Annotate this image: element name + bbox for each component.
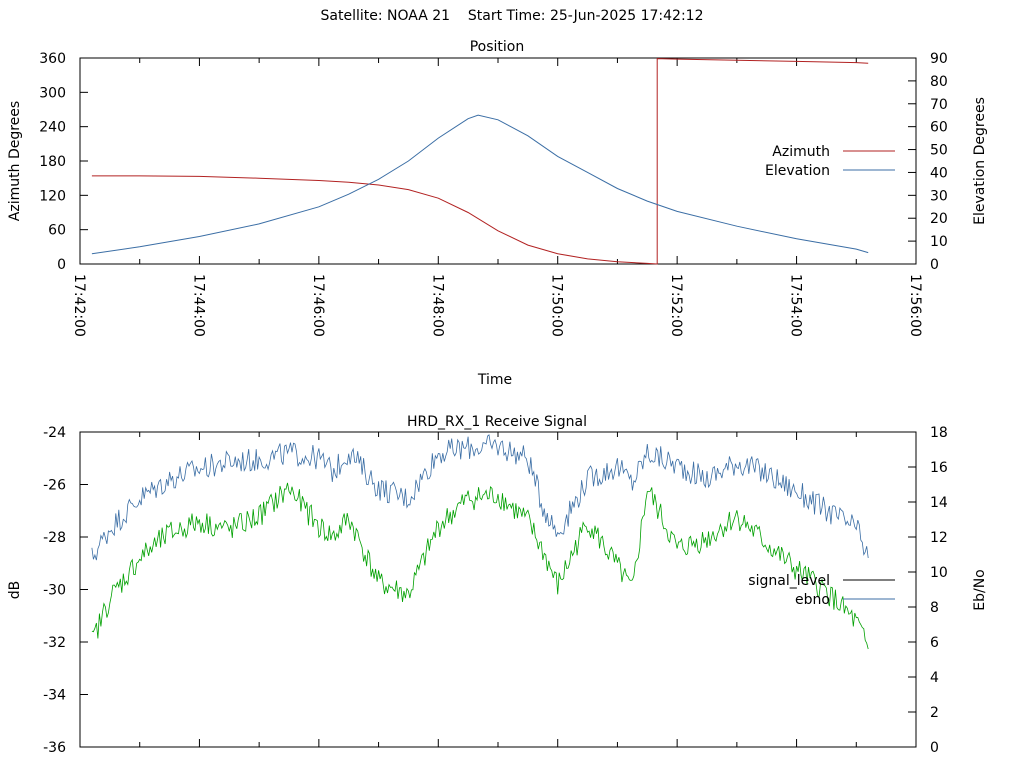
legend-azimuth-label: Azimuth (772, 144, 830, 160)
y-tick-label: -36 (43, 740, 66, 756)
main-title: Satellite: NOAA 21 Start Time: 25-Jun-20… (0, 8, 1024, 24)
y2-tick-label: 14 (930, 495, 948, 511)
legend-ebno-label: ebno (795, 592, 830, 608)
position-legend: Azimuth Elevation (765, 144, 895, 179)
x-tick-label: 17:42:00 (71, 274, 87, 337)
y2-tick-label: 8 (930, 600, 939, 616)
y2-tick-label: 12 (930, 530, 948, 546)
db-axis-label: dB (7, 581, 23, 600)
legend-elevation-label: Elevation (765, 163, 830, 179)
receive-signal-chart: HRD_RX_1 Receive Signal -36-34-32-30-28-… (7, 414, 988, 756)
y2-tick-label: 18 (930, 425, 948, 441)
y2-tick-label: 2 (930, 705, 939, 721)
y-tick-label: 180 (39, 154, 66, 170)
satellite-label: Satellite: NOAA 21 (320, 8, 451, 24)
y2-tick-label: 10 (930, 234, 948, 250)
time-axis-label: Time (477, 372, 512, 388)
y2-tick-label: 50 (930, 143, 948, 159)
x-tick-label: 17:56:00 (907, 274, 923, 337)
y-tick-label: 60 (48, 223, 66, 239)
y-tick-label: -26 (43, 478, 66, 494)
x-tick-label: 17:48:00 (429, 274, 445, 337)
y-tick-label: 240 (39, 120, 66, 136)
y2-tick-label: 60 (930, 120, 948, 136)
y2-tick-label: 40 (930, 165, 948, 181)
x-tick-label: 17:50:00 (549, 274, 565, 337)
position-chart: Position 17:42:00 17:44:00 17:46:00 17:48:0… (7, 39, 988, 388)
receive-plot-frame (79, 431, 917, 748)
y2-tick-label: 4 (930, 670, 939, 686)
y2-tick-label: 0 (930, 740, 939, 756)
azimuth-axis-label: Azimuth Degrees (7, 101, 23, 221)
elevation-axis-label: Elevation Degrees (972, 97, 988, 225)
series-line-elevation (91, 114, 869, 255)
y2-tick-label: 30 (930, 188, 948, 204)
y-tick-label: -24 (43, 425, 66, 441)
y-tick-label: 0 (57, 257, 66, 273)
x-tick-label: 17:54:00 (788, 274, 804, 337)
y2-tick-label: 10 (930, 565, 948, 581)
y2-tick-label: 16 (930, 460, 948, 476)
y-tick-label: -34 (43, 688, 66, 704)
position-chart-title: Position (470, 39, 525, 55)
y2-tick-label: 20 (930, 211, 948, 227)
y-tick-label: 120 (39, 188, 66, 204)
y2-tick-label: 70 (930, 97, 948, 113)
receive-legend: signal_level ebno (748, 573, 895, 608)
y2-tick-label: 80 (930, 74, 948, 90)
y-tick-label: 300 (39, 85, 66, 101)
series-line-azimuth (91, 58, 869, 265)
legend-signal-level-label: signal_level (748, 573, 830, 589)
position-ticks: 17:42:00 17:44:00 17:46:00 17:48:00 17:50:00… (39, 51, 948, 337)
y2-tick-label: 6 (930, 635, 939, 651)
x-tick-label: 17:46:00 (310, 274, 326, 337)
y2-tick-label: 90 (930, 51, 948, 67)
receive-ticks: -36 -34 -32 -30 -28 -26 -24 0 2 4 6 8 10 12 14 16 18 (43, 425, 948, 756)
position-plot-frame (79, 57, 917, 265)
x-tick-label: 17:44:00 (190, 274, 206, 337)
position-series-group (91, 58, 869, 265)
receive-series-group (91, 434, 869, 650)
x-tick-label: 17:52:00 (668, 274, 684, 337)
series-line-trace-2 (91, 482, 869, 650)
y-tick-label: -28 (43, 530, 66, 546)
series-line-ebno (91, 434, 869, 561)
receive-chart-title: HRD_RX_1 Receive Signal (407, 414, 587, 430)
y2-tick-label: 0 (930, 257, 939, 273)
y-tick-label: -32 (43, 635, 66, 651)
y-tick-label: 360 (39, 51, 66, 67)
start-time-label: Start Time: 25-Jun-2025 17:42:12 (467, 8, 704, 24)
y-tick-label: -30 (43, 583, 66, 599)
ebno-axis-label: Eb/No (972, 569, 988, 611)
